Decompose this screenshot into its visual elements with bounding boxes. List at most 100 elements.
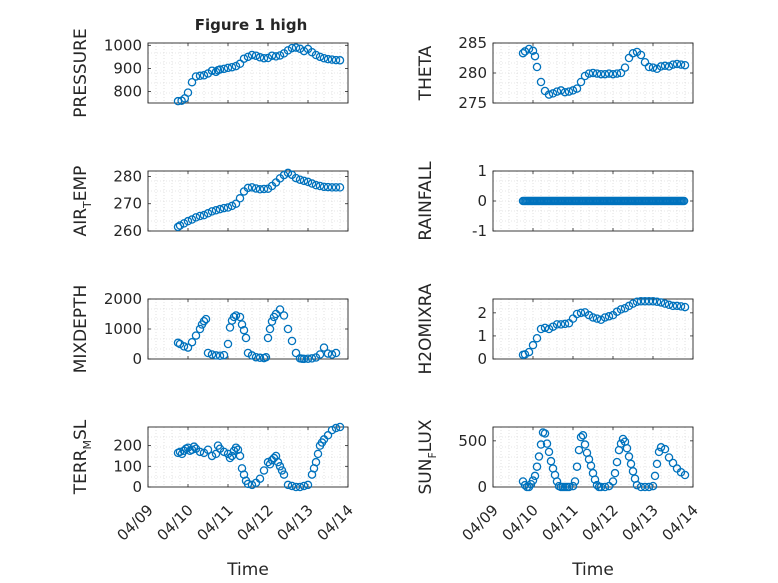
data-point bbox=[295, 175, 305, 184]
data-point bbox=[592, 480, 602, 490]
data-point bbox=[247, 50, 257, 60]
data-point bbox=[287, 336, 297, 346]
data-point bbox=[231, 199, 241, 208]
data-point bbox=[219, 447, 229, 457]
data-point bbox=[255, 53, 265, 62]
subplot-rainfall: -1 0 1 RAINFALL bbox=[416, 161, 694, 241]
data-point bbox=[528, 476, 538, 485]
data-point bbox=[223, 203, 233, 212]
data-point bbox=[660, 61, 670, 71]
data-point bbox=[207, 451, 217, 461]
data-point bbox=[640, 482, 650, 492]
data-point bbox=[199, 210, 209, 220]
data-point bbox=[676, 60, 686, 69]
data-point bbox=[299, 481, 309, 491]
data-point bbox=[524, 347, 534, 357]
data-point bbox=[315, 52, 325, 62]
data-point bbox=[572, 462, 582, 471]
axes-box bbox=[147, 298, 349, 360]
data-point bbox=[331, 348, 341, 358]
data-point bbox=[648, 297, 658, 306]
grid bbox=[148, 171, 348, 231]
y-tick-label: 1 bbox=[477, 327, 487, 345]
data-point bbox=[546, 456, 556, 466]
data-point bbox=[518, 48, 528, 58]
data-point bbox=[524, 44, 534, 54]
data-point bbox=[664, 300, 674, 310]
data-point bbox=[544, 90, 554, 99]
data-point bbox=[199, 71, 209, 80]
data-point bbox=[189, 442, 199, 451]
y-tick-label: 900 bbox=[113, 59, 142, 77]
data-point bbox=[261, 352, 271, 362]
data-point bbox=[183, 216, 193, 226]
data-point bbox=[227, 451, 237, 461]
y-axis-label-main: THETA bbox=[416, 45, 436, 101]
data-point bbox=[520, 480, 530, 490]
data-point bbox=[568, 481, 578, 491]
data-point bbox=[223, 339, 233, 349]
data-point bbox=[552, 477, 562, 486]
y-tick-label: 1 bbox=[477, 162, 487, 180]
data-point bbox=[528, 340, 538, 350]
data-point bbox=[608, 69, 618, 79]
data-point bbox=[628, 299, 638, 308]
data-point bbox=[241, 333, 251, 343]
data-point bbox=[291, 43, 301, 52]
series-points bbox=[173, 422, 345, 492]
data-point bbox=[275, 462, 285, 471]
y-tick-label: 0 bbox=[132, 478, 142, 496]
data-point bbox=[299, 354, 309, 364]
series-points bbox=[518, 428, 690, 492]
data-point bbox=[672, 301, 682, 311]
data-point bbox=[259, 53, 269, 63]
subplot-theta: 275 280 285 THETA bbox=[416, 34, 694, 112]
data-point bbox=[680, 60, 690, 70]
y-tick-label: 100 bbox=[113, 457, 142, 475]
data-point bbox=[187, 77, 197, 87]
data-point bbox=[267, 317, 277, 326]
subplot-h2omixra: 0 1 2 H2OMIXRA bbox=[416, 283, 694, 375]
data-point bbox=[229, 312, 239, 322]
data-point bbox=[279, 470, 289, 479]
data-point bbox=[237, 320, 247, 329]
data-point bbox=[271, 52, 281, 61]
y-tick-label: 1000 bbox=[104, 320, 142, 338]
data-point bbox=[299, 176, 309, 186]
y-tick-label: -1 bbox=[472, 222, 487, 240]
data-point bbox=[626, 459, 636, 469]
data-point bbox=[596, 69, 606, 79]
data-point bbox=[327, 350, 337, 359]
data-point bbox=[323, 431, 333, 440]
data-point bbox=[303, 354, 313, 363]
data-point bbox=[215, 204, 225, 214]
y-tick-label: 500 bbox=[458, 432, 487, 450]
data-point bbox=[235, 59, 245, 69]
data-point bbox=[632, 480, 642, 490]
data-point bbox=[604, 69, 614, 78]
data-point bbox=[251, 51, 261, 60]
data-point bbox=[644, 482, 654, 492]
data-point bbox=[191, 331, 201, 340]
data-point bbox=[572, 84, 582, 93]
data-point bbox=[576, 77, 586, 87]
y-tick-label: 2 bbox=[477, 304, 487, 322]
data-point bbox=[540, 429, 550, 438]
data-point bbox=[247, 183, 257, 192]
data-point bbox=[672, 59, 682, 69]
data-point bbox=[265, 459, 275, 469]
data-point bbox=[323, 54, 333, 64]
data-point bbox=[275, 305, 285, 314]
data-point bbox=[544, 447, 554, 457]
data-point bbox=[556, 320, 566, 329]
data-point bbox=[628, 467, 638, 476]
data-point bbox=[279, 311, 289, 320]
data-point bbox=[275, 51, 285, 60]
data-point bbox=[251, 352, 261, 362]
data-point bbox=[578, 431, 588, 440]
data-point bbox=[532, 333, 542, 343]
data-point bbox=[327, 55, 337, 64]
y-tick-label: 260 bbox=[113, 222, 142, 240]
data-point bbox=[616, 305, 626, 314]
data-point bbox=[644, 297, 654, 306]
